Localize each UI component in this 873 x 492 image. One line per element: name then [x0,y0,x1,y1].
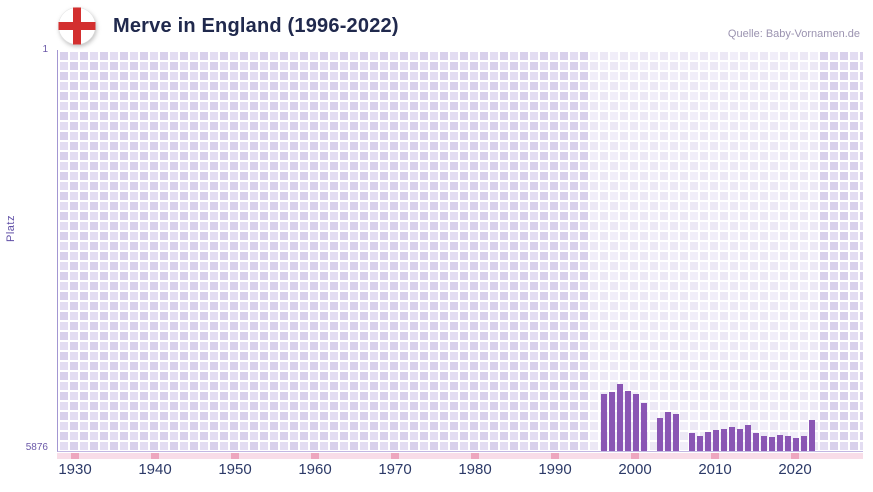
x-tick-mark-1990 [551,453,559,459]
x-tick-label-1930: 1930 [58,461,92,478]
bar-2019 [785,436,791,451]
bar-1998 [617,384,623,451]
x-tick-label-1940: 1940 [138,461,172,478]
bar-2015 [753,433,759,451]
y-tick-min: 5876 [25,442,48,453]
x-tick-label-1970: 1970 [378,461,412,478]
y-axis-label: Platz [5,215,17,242]
x-tick-mark-1950 [231,453,239,459]
x-tick-mark-1980 [471,453,479,459]
bar-2014 [745,425,751,451]
bar-2021 [801,436,807,451]
x-tick-mark-2020 [791,453,799,459]
bar-2017 [769,437,775,451]
bar-2022 [809,420,815,451]
x-tick-mark-1930 [71,453,79,459]
x-tick-label-1960: 1960 [298,461,332,478]
bar-1997 [609,392,615,451]
bar-2001 [641,403,647,451]
x-tick-label-1950: 1950 [218,461,252,478]
bar-2011 [721,429,727,451]
bar-1996 [601,394,607,451]
x-tick-label-2010: 2010 [698,461,732,478]
highlight-band [588,50,820,451]
bar-2008 [697,436,703,451]
x-tick-mark-2000 [631,453,639,459]
plot-area [57,50,863,452]
x-axis-strip [57,453,863,459]
bar-2000 [633,394,639,451]
bar-2013 [737,429,743,451]
x-tick-label-1980: 1980 [458,461,492,478]
x-tick-label-2000: 2000 [618,461,652,478]
chart-title: Merve in England (1996-2022) [113,14,399,37]
bar-2009 [705,432,711,451]
source-attribution-link[interactable]: Quelle: Baby-Vornamen.de [727,28,860,40]
bar-2020 [793,438,799,451]
england-flag-icon [58,7,96,45]
x-tick-label-1990: 1990 [538,461,572,478]
bar-2005 [673,414,679,451]
bar-2010 [713,430,719,451]
chart-header: Merve in England (1996-2022) [58,7,399,45]
bar-1999 [625,391,631,451]
y-tick-max: 1 [42,44,48,55]
x-tick-mark-1970 [391,453,399,459]
bar-2004 [665,412,671,451]
x-tick-mark-2010 [711,453,719,459]
bar-2003 [657,418,663,451]
x-tick-mark-1960 [311,453,319,459]
bar-2016 [761,436,767,451]
bar-2018 [777,435,783,451]
bar-2012 [729,427,735,451]
x-tick-label-2020: 2020 [778,461,812,478]
bar-2007 [689,433,695,451]
x-axis-tick-labels: 1930 1940 1950 1960 1970 1980 1990 2000 2010 2020 [0,461,873,481]
x-tick-mark-1940 [151,453,159,459]
